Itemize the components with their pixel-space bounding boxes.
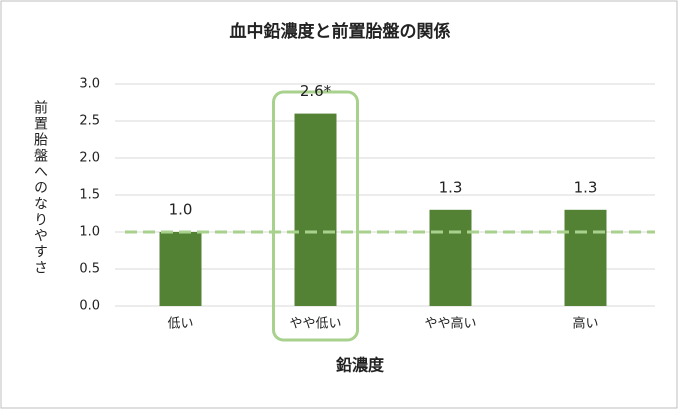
bar	[429, 209, 472, 306]
y-tick-label: 2.0	[79, 151, 100, 166]
y-tick-label: 3.0	[79, 77, 100, 92]
bar	[564, 209, 607, 306]
highlight-box	[272, 90, 359, 342]
x-tick-label: 低い	[167, 317, 193, 332]
bar	[159, 232, 202, 306]
y-tick-label: 2.5	[79, 114, 100, 129]
x-tick-label: 高い	[572, 316, 598, 332]
x-tick-label: やや高い	[424, 316, 476, 332]
y-tick-label: 0.0	[79, 299, 100, 314]
x-axis-label: 鉛濃度	[336, 356, 385, 375]
y-tick-label: 1.5	[79, 188, 100, 203]
value-label: 1.3	[439, 178, 463, 196]
chart-title: 血中鉛濃度と前置胎盤の関係	[230, 21, 451, 42]
x-tick-label: やや低い	[289, 317, 341, 332]
value-label: 1.0	[169, 201, 193, 219]
bar	[294, 113, 337, 306]
y-axis-label: 前置胎盤へのなりやすさ	[32, 99, 48, 276]
y-tick-label: 0.5	[79, 262, 100, 277]
y-tick-label: 1.0	[79, 225, 100, 240]
value-label: 2.6*	[300, 82, 332, 100]
value-label: 1.3	[574, 178, 598, 196]
